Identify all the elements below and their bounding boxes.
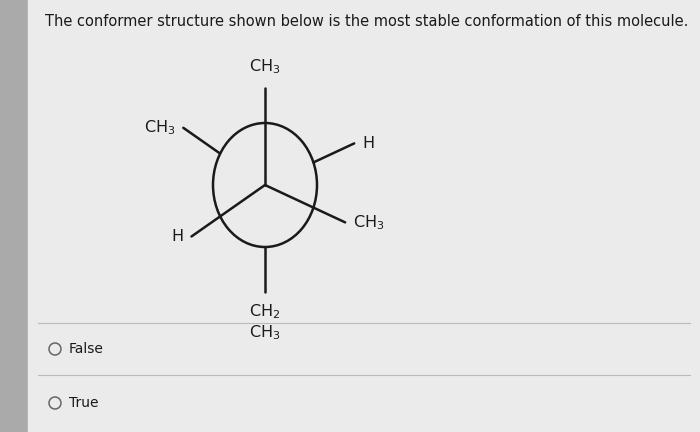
Text: CH$_3$: CH$_3$ xyxy=(144,118,175,137)
Text: The conformer structure shown below is the most stable conformation of this mole: The conformer structure shown below is t… xyxy=(45,14,688,29)
Text: CH$_3$: CH$_3$ xyxy=(353,213,384,232)
Text: H: H xyxy=(362,136,375,151)
Text: CH$_2$
CH$_3$: CH$_2$ CH$_3$ xyxy=(249,302,281,342)
Text: H: H xyxy=(172,229,183,244)
Bar xyxy=(0,0,28,432)
Text: CH$_3$: CH$_3$ xyxy=(249,57,281,76)
Text: True: True xyxy=(69,396,99,410)
Text: False: False xyxy=(69,342,104,356)
